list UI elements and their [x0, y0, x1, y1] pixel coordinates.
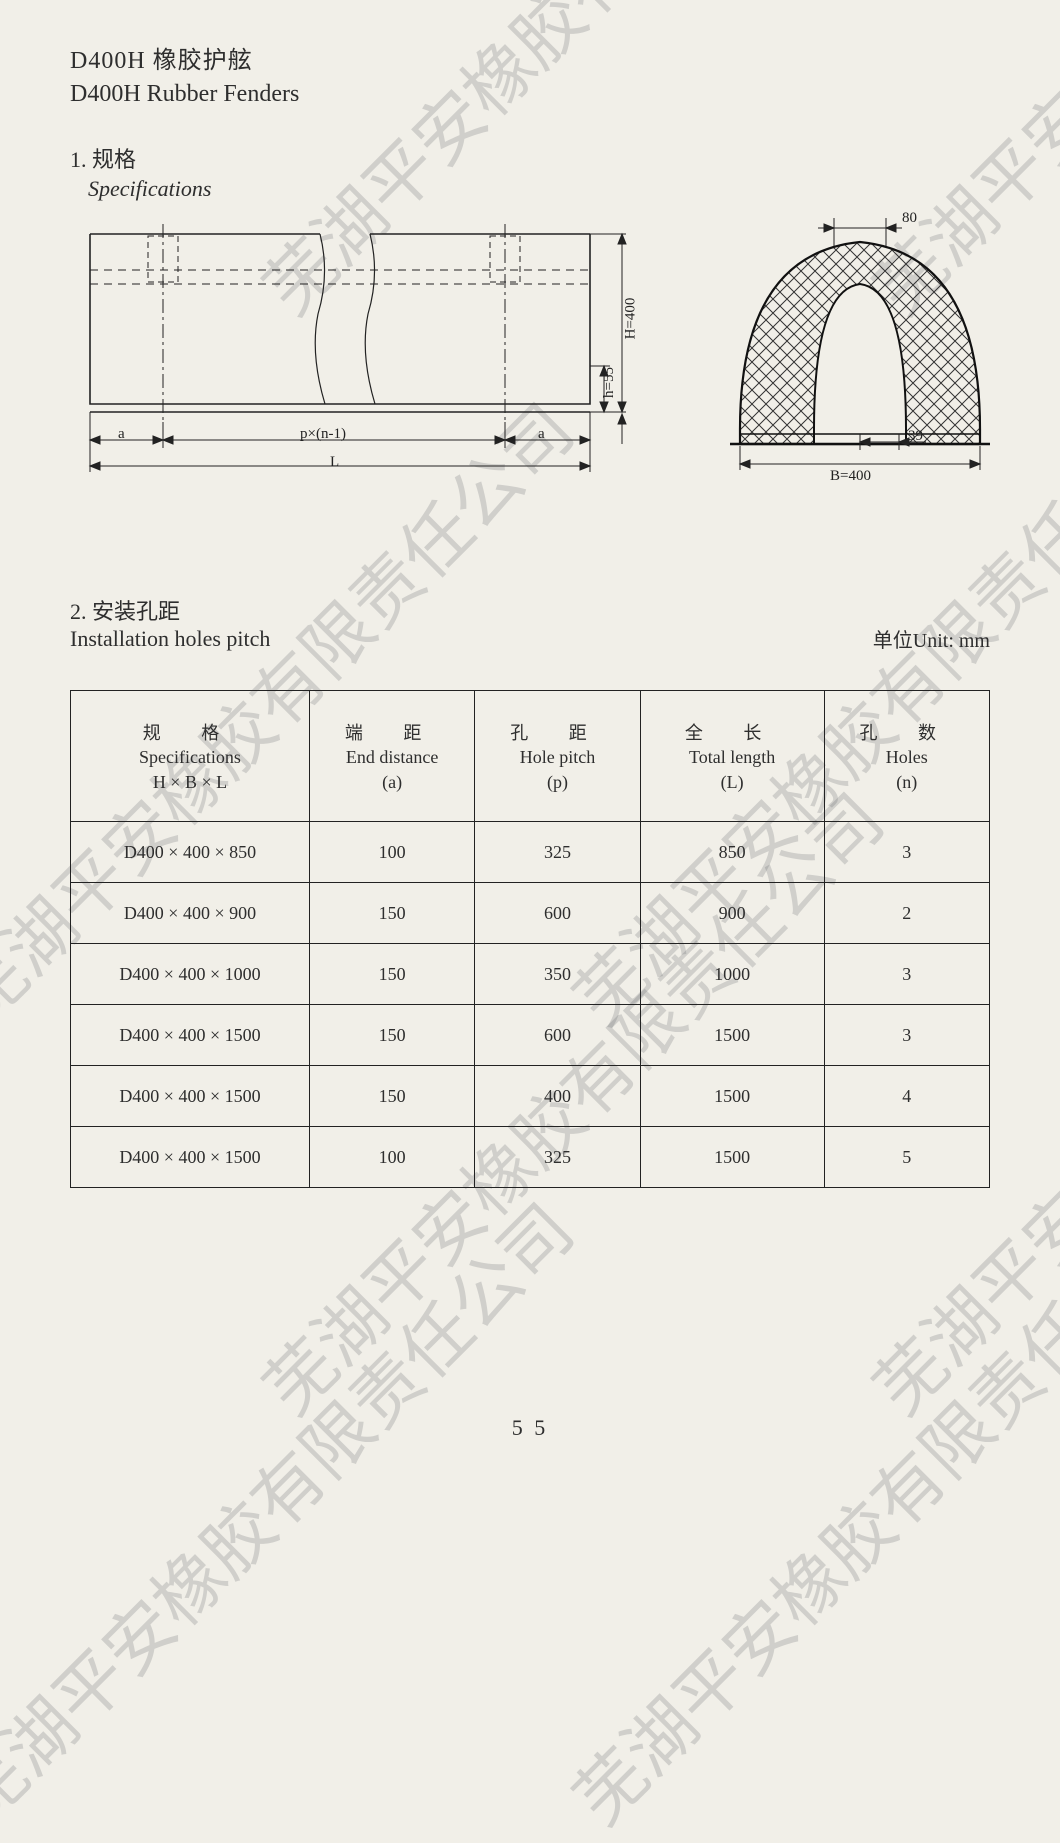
table-cell: 325 [475, 1127, 640, 1188]
dim-L: L [330, 454, 339, 471]
dim-H: H=400 [622, 298, 639, 340]
unit-label: 单位Unit: mm [873, 624, 990, 653]
table-header-sym: H × B × L [71, 772, 309, 793]
elevation-diagram [70, 214, 630, 494]
dim-a-right: a [538, 426, 545, 443]
table-cell: 4 [824, 1066, 989, 1127]
table-cell: 150 [309, 1066, 474, 1127]
table-row: D400 × 400 × 150015060015003 [71, 1005, 990, 1066]
table-cell: 350 [475, 944, 640, 1005]
table-cell: 1500 [640, 1127, 824, 1188]
dim-h: h=55 [601, 367, 618, 398]
table-cell: 400 [475, 1066, 640, 1127]
table-header-cn: 规 格 [71, 719, 309, 745]
table-header-sym: (a) [310, 772, 474, 793]
table-row: D400 × 400 × 9001506009002 [71, 883, 990, 944]
table-cell: 325 [475, 822, 640, 883]
dim-a-left: a [118, 426, 125, 443]
table-header-sym: (p) [475, 772, 639, 793]
dim-p: p×(n-1) [300, 426, 346, 443]
table-row: D400 × 400 × 8501003258503 [71, 822, 990, 883]
table-header: 端 距End distance (a) [309, 691, 474, 822]
table-header-en: Hole pitch [475, 747, 639, 768]
table-cell: 150 [309, 883, 474, 944]
table-header-en: Total length [641, 747, 824, 768]
specifications-table: 规 格SpecificationsH × B × L端 距End distanc… [70, 690, 990, 1188]
table-cell: 100 [309, 822, 474, 883]
table-cell: 1500 [640, 1005, 824, 1066]
title-en: D400H Rubber Fenders [70, 81, 990, 108]
table-header: 孔 数Holes (n) [824, 691, 989, 822]
specifications-diagrams: a p×(n-1) a L h=55 H=400 [70, 214, 990, 514]
table-cell: 900 [640, 883, 824, 944]
table-cell: 1500 [640, 1066, 824, 1127]
table-cell: D400 × 400 × 1500 [71, 1066, 310, 1127]
table-header-cn: 孔 距 [475, 719, 639, 745]
table-header-en: Holes [825, 747, 989, 768]
table-header-sym: (n) [825, 772, 989, 793]
table-cell: 3 [824, 944, 989, 1005]
table-cell: 5 [824, 1127, 989, 1188]
table-cell: 600 [475, 1005, 640, 1066]
table-header-cn: 孔 数 [825, 719, 989, 745]
table-cell: D400 × 400 × 900 [71, 883, 310, 944]
table-header-cn: 端 距 [310, 719, 474, 745]
table-row: D400 × 400 × 100015035010003 [71, 944, 990, 1005]
table-row: D400 × 400 × 150015040015004 [71, 1066, 990, 1127]
table-cell: D400 × 400 × 850 [71, 822, 310, 883]
table-cell: 850 [640, 822, 824, 883]
table-header-sym: (L) [641, 772, 824, 793]
dim-B: B=400 [830, 468, 871, 485]
section1-heading-cn: 1. 规格 [70, 142, 990, 174]
table-header-en: End distance [310, 747, 474, 768]
title-cn: D400H 橡胶护舷 [70, 40, 990, 75]
table-cell: 2 [824, 883, 989, 944]
table-header: 全 长Total length (L) [640, 691, 824, 822]
table-cell: 1000 [640, 944, 824, 1005]
watermark-text: 芜湖平安橡胶有限责任公司 [0, 1178, 593, 1843]
table-cell: 3 [824, 1005, 989, 1066]
table-cell: D400 × 400 × 1500 [71, 1127, 310, 1188]
table-header: 孔 距Hole pitch (p) [475, 691, 640, 822]
section2-heading-cn: 2. 安装孔距 [70, 594, 990, 626]
page-number: 5 5 [0, 1415, 1060, 1441]
table-header-en: Specifications [71, 747, 309, 768]
table-cell: 150 [309, 944, 474, 1005]
watermark-text: 芜湖平安橡胶有限责任公司 [547, 1178, 1060, 1843]
dim-inner-39: 39 [908, 428, 923, 445]
table-cell: 150 [309, 1005, 474, 1066]
table-cell: 100 [309, 1127, 474, 1188]
section2-heading-en: Installation holes pitch [70, 626, 990, 652]
table-cell: D400 × 400 × 1000 [71, 944, 310, 1005]
table-cell: D400 × 400 × 1500 [71, 1005, 310, 1066]
table-header: 规 格Specifications H × B × L [71, 691, 310, 822]
table-cell: 3 [824, 822, 989, 883]
table-header-cn: 全 长 [641, 719, 824, 745]
table-cell: 600 [475, 883, 640, 944]
dim-top-80: 80 [902, 210, 917, 227]
cross-section-diagram [710, 194, 1010, 494]
table-row: D400 × 400 × 150010032515005 [71, 1127, 990, 1188]
